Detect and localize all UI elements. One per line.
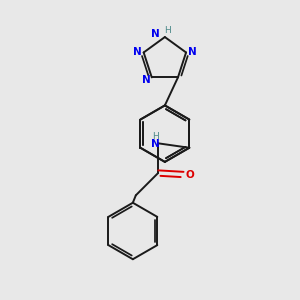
Text: H: H: [164, 26, 171, 35]
Text: H: H: [152, 132, 159, 141]
Text: N: N: [152, 139, 160, 149]
Text: N: N: [151, 29, 160, 39]
Text: O: O: [185, 169, 194, 179]
Text: N: N: [188, 47, 197, 58]
Text: N: N: [142, 75, 151, 85]
Text: N: N: [133, 47, 142, 58]
